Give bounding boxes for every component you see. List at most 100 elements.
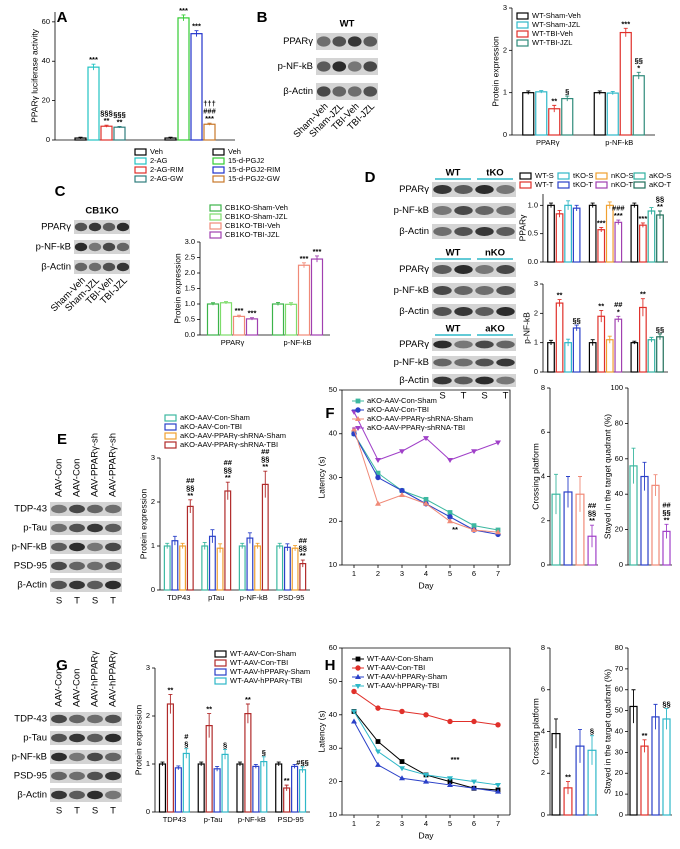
legend-swatch xyxy=(209,222,222,230)
error-bar xyxy=(253,764,258,769)
bar xyxy=(186,505,194,591)
legend-label: aKO-S xyxy=(649,171,672,180)
significance: ** xyxy=(664,515,670,524)
blot-band xyxy=(363,86,378,97)
x-tick-label: p-NF-kB xyxy=(240,593,268,602)
blot-band xyxy=(433,358,452,367)
y-tick-label: 3 xyxy=(534,279,538,288)
significance: *** xyxy=(89,55,98,64)
blot-band xyxy=(433,340,452,349)
error-bar xyxy=(552,104,557,113)
legend-label: WT-AAV-hPPARγ-TBI xyxy=(367,681,439,690)
point xyxy=(423,496,429,502)
point xyxy=(495,529,501,535)
blot-band xyxy=(87,790,103,800)
y-tick-label: 8 xyxy=(541,643,545,652)
bar xyxy=(564,342,572,373)
error-bar xyxy=(590,202,595,208)
blot-row-label: p-NF-kB xyxy=(12,542,47,553)
legend-label: WT-AAV-hPPARγ-Sham xyxy=(367,672,447,681)
blot-band xyxy=(51,542,67,552)
blot-band xyxy=(105,561,121,571)
error-bar xyxy=(225,481,230,500)
error-bar xyxy=(91,63,96,71)
y-tick-label: 0 xyxy=(46,135,50,144)
y-tick-label: 10 xyxy=(329,810,337,819)
y-axis-label: Stayed in the target quadrant (%) xyxy=(602,669,612,794)
legend-swatch xyxy=(164,441,177,449)
error-bar xyxy=(616,315,621,323)
y-tick-label: 1 xyxy=(503,88,507,97)
error-bar xyxy=(168,136,173,139)
blot-strip xyxy=(50,578,122,592)
blot-row-label: p-NF-kB xyxy=(394,285,429,296)
lane-bottom-label: S xyxy=(92,596,98,607)
x-tick-label: 1 xyxy=(352,569,356,578)
y-tick-label: 0 xyxy=(541,560,545,569)
legend-marker xyxy=(355,398,361,404)
blot-band xyxy=(105,504,121,514)
error-bar xyxy=(616,219,621,225)
legend-swatch xyxy=(214,659,227,667)
blot-band xyxy=(69,580,85,590)
y-axis-label: Latency (s) xyxy=(316,710,326,752)
error-bar xyxy=(245,703,250,724)
bar xyxy=(177,17,190,141)
bar xyxy=(656,214,664,263)
significance: ## xyxy=(662,500,671,509)
legend-label: aKO-AAV-Con-TBI xyxy=(180,422,242,431)
error-bar xyxy=(565,95,570,102)
bar xyxy=(100,125,113,141)
blot-strip xyxy=(74,240,130,254)
error-bar xyxy=(566,476,570,508)
lane-bottom-label: T xyxy=(74,806,80,817)
error-bar xyxy=(240,542,245,549)
blot-strip xyxy=(50,540,122,554)
legend-swatch xyxy=(557,181,570,189)
blot-row-label: β-Actin xyxy=(17,790,47,801)
x-tick-label: PPARγ xyxy=(536,138,560,147)
blot-band xyxy=(87,771,103,781)
blot-band xyxy=(475,227,494,236)
y-tick-label: 6 xyxy=(541,427,545,436)
blot-row-label: p-Tau xyxy=(23,523,47,534)
bar xyxy=(275,763,283,813)
y-tick-label: 2 xyxy=(541,768,545,777)
error-bar xyxy=(649,336,654,343)
point xyxy=(375,458,381,463)
point xyxy=(447,518,453,524)
lane-bottom-label: T xyxy=(74,596,80,607)
blot-strip xyxy=(74,220,130,234)
x-tick-label: 2 xyxy=(376,569,380,578)
bar xyxy=(548,108,561,136)
blot-band xyxy=(88,242,102,252)
significance: #§§ xyxy=(296,758,309,767)
error-bar xyxy=(549,339,554,346)
y-tick-label: 1 xyxy=(151,541,155,550)
y-tick-label: 0.5 xyxy=(528,229,538,238)
bar xyxy=(547,342,555,373)
blot-band xyxy=(496,286,515,295)
lane-label: AAV-PPARγ-sh xyxy=(90,433,101,497)
blot-band xyxy=(102,222,116,232)
y-tick-label: 60 xyxy=(615,685,623,694)
point xyxy=(495,782,501,788)
point xyxy=(495,440,501,446)
y-tick-label: 1.0 xyxy=(185,299,195,308)
series-line xyxy=(353,429,499,533)
point xyxy=(351,426,357,432)
y-tick-label: 2 xyxy=(146,711,150,720)
error-bar xyxy=(642,739,647,753)
error-bar xyxy=(188,499,193,513)
y-axis-label: PPARγ xyxy=(517,214,527,242)
error-bar xyxy=(657,333,662,340)
error-bar xyxy=(284,784,289,791)
y-tick-label: 1.5 xyxy=(185,283,195,292)
bar xyxy=(284,303,298,336)
legend-label: aKO-AAV-Con-Sham xyxy=(180,413,250,422)
legend-swatch xyxy=(633,172,646,180)
blot-band xyxy=(116,262,130,272)
error-bar xyxy=(194,30,199,37)
y-tick-label: 2 xyxy=(541,516,545,525)
bar xyxy=(163,545,171,591)
